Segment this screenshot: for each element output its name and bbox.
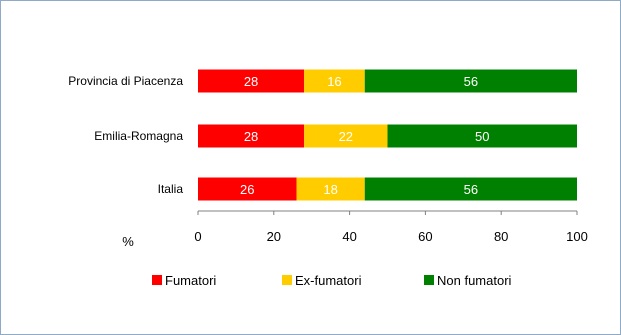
bar-segment (364, 177, 577, 201)
bar-segment (387, 124, 577, 148)
x-tick-label: 100 (566, 229, 588, 244)
x-tick-label: 40 (342, 229, 356, 244)
x-tick-label: 80 (494, 229, 508, 244)
category-label: Italia (158, 182, 184, 196)
legend-label: Ex-fumatori (295, 273, 362, 288)
bar-value-label: 16 (327, 74, 341, 89)
bar-value-label: 22 (339, 129, 353, 144)
x-axis-unit-label: % (122, 234, 134, 249)
legend-swatch (282, 275, 292, 285)
bar-value-label: 56 (464, 74, 478, 89)
bar-value-label: 28 (244, 74, 258, 89)
category-label: Provincia di Piacenza (68, 74, 183, 88)
legend-swatch (424, 275, 434, 285)
category-label: Emilia-Romagna (94, 129, 183, 143)
bar-segment (198, 124, 305, 148)
x-axis: 0 20 40 60 80 100 (194, 210, 588, 244)
bar-segment (296, 177, 365, 201)
category-labels: Provincia di Piacenza Emilia-Romagna Itali… (68, 74, 183, 196)
bar-segment (198, 69, 305, 93)
bar-value-label: 26 (240, 182, 254, 197)
bars-group: 28 16 56 28 22 50 26 18 56 (198, 69, 577, 201)
bar-value-label: 56 (464, 182, 478, 197)
bar-value-label: 28 (244, 129, 258, 144)
bar-segment (364, 69, 577, 93)
legend-swatch (152, 275, 162, 285)
legend: Fumatori Ex-fumatori Non fumatori (152, 273, 512, 288)
bar-value-label: 18 (323, 182, 337, 197)
bar-segment (304, 69, 365, 93)
bar-value-label: 50 (475, 129, 489, 144)
bar-segment (198, 177, 297, 201)
legend-label: Fumatori (165, 273, 216, 288)
bar-segment (304, 124, 388, 148)
x-tick-label: 60 (418, 229, 432, 244)
legend-label: Non fumatori (437, 273, 512, 288)
x-tick-label: 20 (267, 229, 281, 244)
x-tick-label: 0 (194, 229, 201, 244)
